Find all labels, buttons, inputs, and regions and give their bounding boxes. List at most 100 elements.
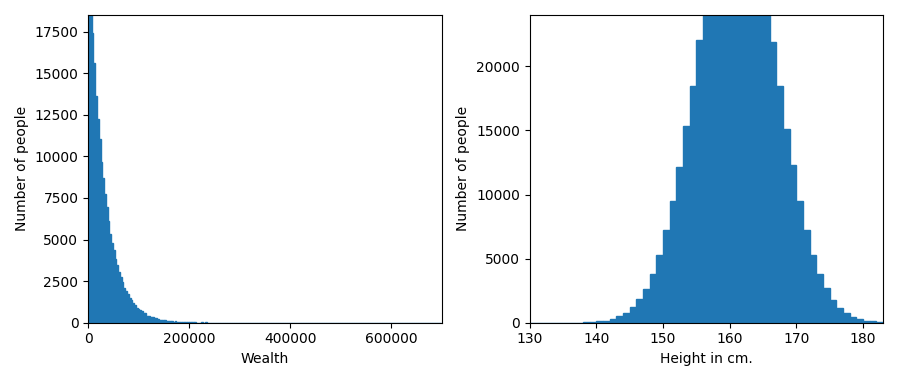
Bar [111, 243, 113, 323]
Bar [101, 162, 102, 323]
Bar [583, 322, 590, 323]
Bar [177, 322, 179, 323]
Bar [590, 322, 596, 323]
Bar [723, 0, 730, 323]
Bar [643, 289, 649, 323]
Bar [180, 322, 181, 323]
Bar [119, 272, 120, 323]
Bar [161, 320, 163, 323]
Bar [124, 288, 125, 323]
Bar [656, 255, 663, 323]
Bar [92, 33, 93, 323]
Bar [113, 250, 115, 323]
Bar [136, 308, 137, 323]
Bar [610, 319, 616, 323]
Bar [816, 274, 823, 323]
Bar [164, 320, 166, 323]
Bar [150, 317, 152, 323]
Bar [172, 321, 173, 323]
Bar [670, 201, 676, 323]
Bar [108, 221, 110, 323]
Bar [88, 0, 90, 323]
Bar [163, 320, 164, 323]
Bar [157, 319, 159, 323]
Y-axis label: Number of people: Number of people [15, 106, 29, 231]
Bar [127, 295, 128, 323]
Bar [90, 0, 92, 323]
Bar [168, 321, 170, 323]
Bar [175, 322, 177, 323]
Bar [857, 319, 863, 323]
Bar [736, 0, 743, 323]
Bar [663, 230, 670, 323]
Bar [152, 317, 154, 323]
Bar [128, 298, 130, 323]
Bar [166, 321, 168, 323]
X-axis label: Wealth: Wealth [241, 352, 289, 366]
Bar [876, 322, 883, 323]
Bar [106, 207, 108, 323]
Bar [104, 194, 106, 323]
Bar [187, 322, 189, 323]
Bar [130, 300, 132, 323]
Bar [95, 96, 97, 323]
Bar [696, 40, 703, 323]
Bar [115, 259, 117, 323]
Bar [146, 316, 148, 323]
Bar [637, 299, 643, 323]
Bar [803, 231, 810, 323]
Bar [717, 0, 723, 323]
Bar [810, 255, 816, 323]
Bar [756, 0, 763, 323]
Bar [676, 166, 683, 323]
Bar [777, 86, 783, 323]
Bar [649, 274, 656, 323]
Bar [93, 63, 95, 323]
Bar [789, 165, 797, 323]
Bar [869, 322, 876, 323]
Bar [155, 318, 157, 323]
Bar [185, 322, 187, 323]
Bar [850, 317, 857, 323]
Bar [117, 265, 119, 323]
Bar [139, 310, 141, 323]
Bar [189, 322, 190, 323]
Bar [830, 300, 836, 323]
Bar [843, 313, 850, 323]
Bar [683, 126, 690, 323]
Bar [154, 318, 155, 323]
Bar [743, 0, 750, 323]
Bar [120, 277, 122, 323]
Bar [183, 322, 185, 323]
Bar [703, 0, 709, 323]
Bar [709, 0, 717, 323]
Bar [770, 42, 777, 323]
Bar [596, 321, 603, 323]
Bar [97, 118, 99, 323]
Bar [863, 321, 869, 323]
Bar [134, 306, 136, 323]
Bar [143, 313, 145, 323]
Bar [836, 308, 843, 323]
Bar [125, 291, 127, 323]
Bar [797, 201, 803, 323]
Bar [137, 309, 139, 323]
Bar [102, 178, 104, 323]
Bar [173, 322, 175, 323]
Bar [110, 234, 111, 323]
Bar [132, 303, 134, 323]
Bar [190, 322, 192, 323]
Bar [783, 129, 789, 323]
Bar [181, 322, 183, 323]
Bar [141, 311, 143, 323]
Bar [763, 3, 770, 323]
Bar [122, 282, 124, 323]
Bar [145, 314, 146, 323]
Bar [159, 320, 161, 323]
Bar [603, 321, 610, 323]
Bar [99, 139, 101, 323]
Bar [170, 321, 172, 323]
Bar [179, 322, 180, 323]
Bar [823, 288, 830, 323]
Bar [616, 316, 623, 323]
